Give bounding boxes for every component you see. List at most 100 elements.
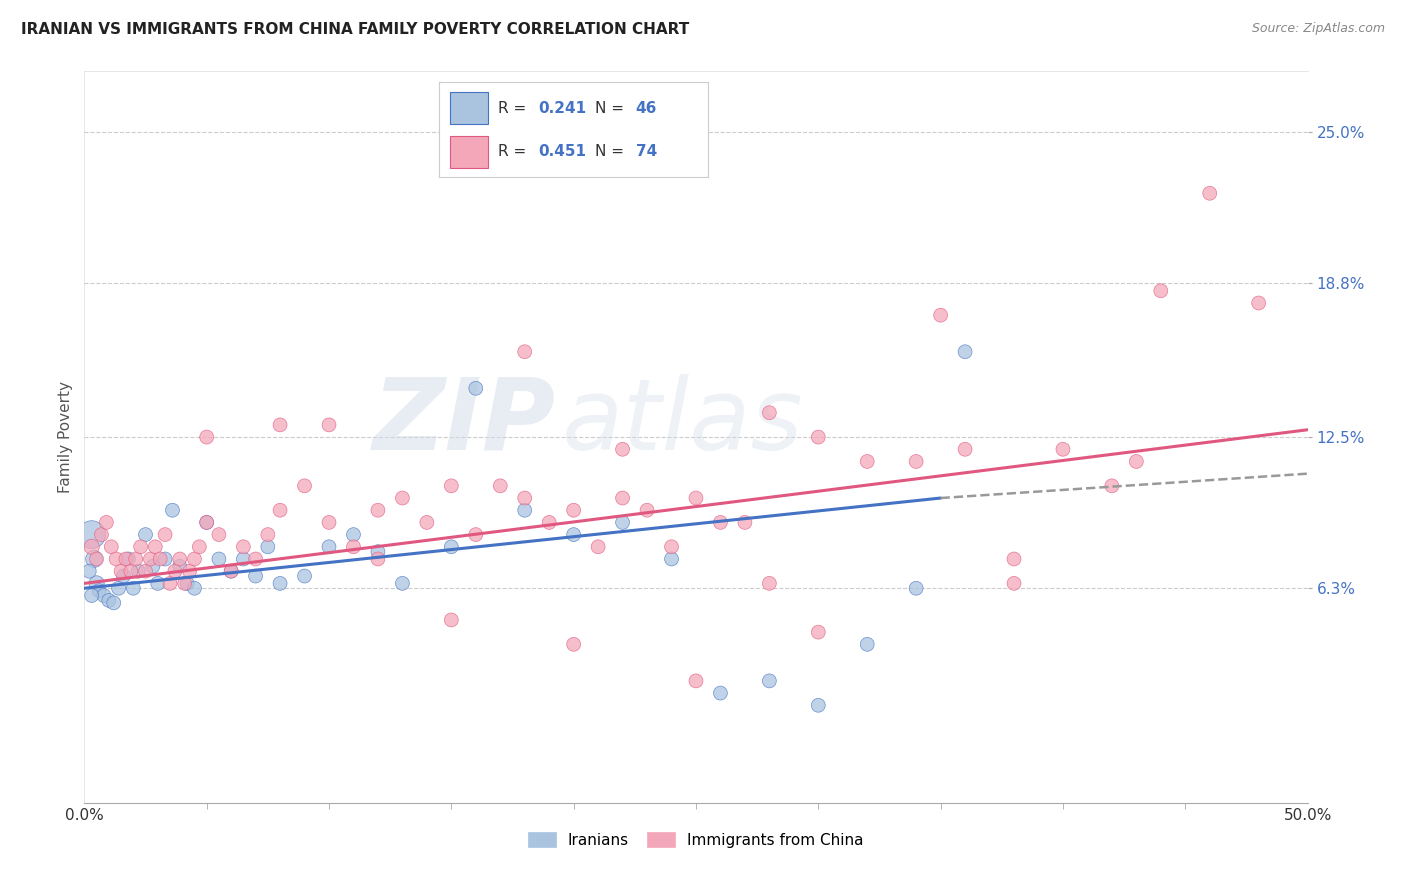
Point xyxy=(97,593,120,607)
Point xyxy=(103,596,125,610)
Point xyxy=(107,581,129,595)
Point xyxy=(195,516,218,530)
Point xyxy=(169,552,191,566)
Point xyxy=(953,344,976,359)
Point xyxy=(112,569,135,583)
Point xyxy=(1247,296,1270,310)
Point xyxy=(162,503,184,517)
Point xyxy=(440,479,463,493)
Point xyxy=(709,516,731,530)
Point xyxy=(245,569,267,583)
Point xyxy=(208,527,231,541)
Point xyxy=(685,491,707,505)
Point xyxy=(661,540,683,554)
Point xyxy=(758,406,780,420)
Y-axis label: Family Poverty: Family Poverty xyxy=(58,381,73,493)
Point xyxy=(149,552,172,566)
Point xyxy=(709,686,731,700)
Point xyxy=(342,540,364,554)
Point xyxy=(391,491,413,505)
Point xyxy=(176,576,198,591)
Point xyxy=(464,381,486,395)
Point xyxy=(1052,442,1074,457)
Point xyxy=(86,576,108,591)
Text: Source: ZipAtlas.com: Source: ZipAtlas.com xyxy=(1251,22,1385,36)
Point xyxy=(1002,576,1025,591)
Point xyxy=(269,417,291,432)
Point xyxy=(96,516,118,530)
Point xyxy=(135,564,157,578)
Point xyxy=(562,527,585,541)
Point xyxy=(257,540,280,554)
Point xyxy=(807,698,830,713)
Point xyxy=(245,552,267,566)
Point xyxy=(120,564,142,578)
Point xyxy=(195,516,218,530)
Point xyxy=(294,569,316,583)
Point xyxy=(905,581,928,595)
Point xyxy=(257,527,280,541)
Point xyxy=(169,559,191,574)
Point xyxy=(219,564,242,578)
Point xyxy=(135,527,157,541)
Point xyxy=(953,442,976,457)
Point xyxy=(391,576,413,591)
Point xyxy=(86,552,108,566)
Text: ZIP: ZIP xyxy=(373,374,555,471)
Point xyxy=(1150,284,1173,298)
Point xyxy=(153,552,176,566)
Point xyxy=(1198,186,1220,201)
Point xyxy=(513,344,536,359)
Point xyxy=(905,454,928,468)
Point xyxy=(77,564,100,578)
Point xyxy=(80,589,103,603)
Point xyxy=(661,552,683,566)
Point xyxy=(416,516,439,530)
Point xyxy=(80,527,103,541)
Point xyxy=(612,442,634,457)
Point xyxy=(87,583,110,598)
Point xyxy=(232,540,254,554)
Text: atlas: atlas xyxy=(561,374,803,471)
Point xyxy=(464,527,486,541)
Point xyxy=(173,576,195,591)
Point xyxy=(142,559,165,574)
Point xyxy=(807,430,830,444)
Point xyxy=(188,540,211,554)
Point xyxy=(513,503,536,517)
Point xyxy=(318,417,340,432)
Point xyxy=(562,637,585,651)
Point xyxy=(127,564,149,578)
Point xyxy=(856,454,879,468)
Point xyxy=(807,625,830,640)
Point xyxy=(318,540,340,554)
Point xyxy=(83,552,105,566)
Point xyxy=(1125,454,1147,468)
Point xyxy=(219,564,242,578)
Point xyxy=(110,564,132,578)
Point xyxy=(129,540,152,554)
Point xyxy=(586,540,609,554)
Point xyxy=(758,673,780,688)
Point xyxy=(269,576,291,591)
Legend: Iranians, Immigrants from China: Iranians, Immigrants from China xyxy=(522,826,870,854)
Point xyxy=(115,552,138,566)
Point xyxy=(195,430,218,444)
Point xyxy=(1101,479,1123,493)
Point xyxy=(153,527,176,541)
Point xyxy=(122,581,145,595)
Point xyxy=(367,503,389,517)
Point xyxy=(179,564,201,578)
Point xyxy=(612,491,634,505)
Point xyxy=(612,516,634,530)
Point xyxy=(90,527,112,541)
Point xyxy=(105,552,128,566)
Point xyxy=(856,637,879,651)
Point xyxy=(93,589,115,603)
Point xyxy=(143,540,166,554)
Point xyxy=(318,516,340,530)
Point xyxy=(117,552,139,566)
Point xyxy=(163,564,186,578)
Point xyxy=(929,308,952,322)
Point xyxy=(636,503,658,517)
